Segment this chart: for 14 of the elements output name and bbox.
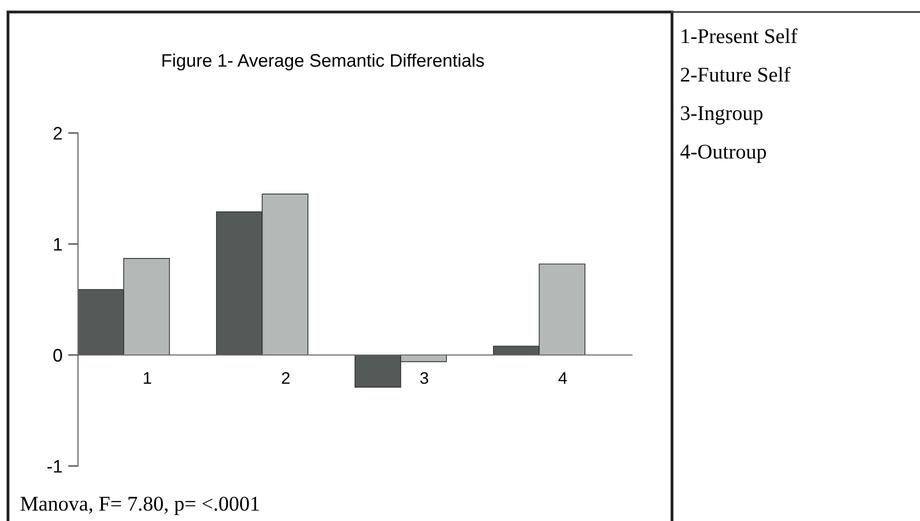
x-tick-label: 4 <box>558 372 567 384</box>
x-tick-label: 3 <box>420 372 428 384</box>
y-tick-label: 2 <box>54 126 62 140</box>
y-tick-label: -1 <box>47 460 62 473</box>
chart-title: Figure 1- Average Semantic Differentials <box>162 54 484 70</box>
text: 2-Future Self <box>680 66 791 82</box>
text: Manova, F= 7.80, p= <.0001 <box>20 496 259 515</box>
x-tick-label: 1 <box>144 372 152 384</box>
text: 3-Ingroup <box>680 106 762 124</box>
text: 4-Outroup <box>680 144 766 163</box>
x-tick-label: 2 <box>282 372 290 384</box>
y-tick-label: 1 <box>54 238 62 251</box>
y-tick-label: 0 <box>53 348 62 362</box>
text: 1-Present Self <box>682 28 798 44</box>
